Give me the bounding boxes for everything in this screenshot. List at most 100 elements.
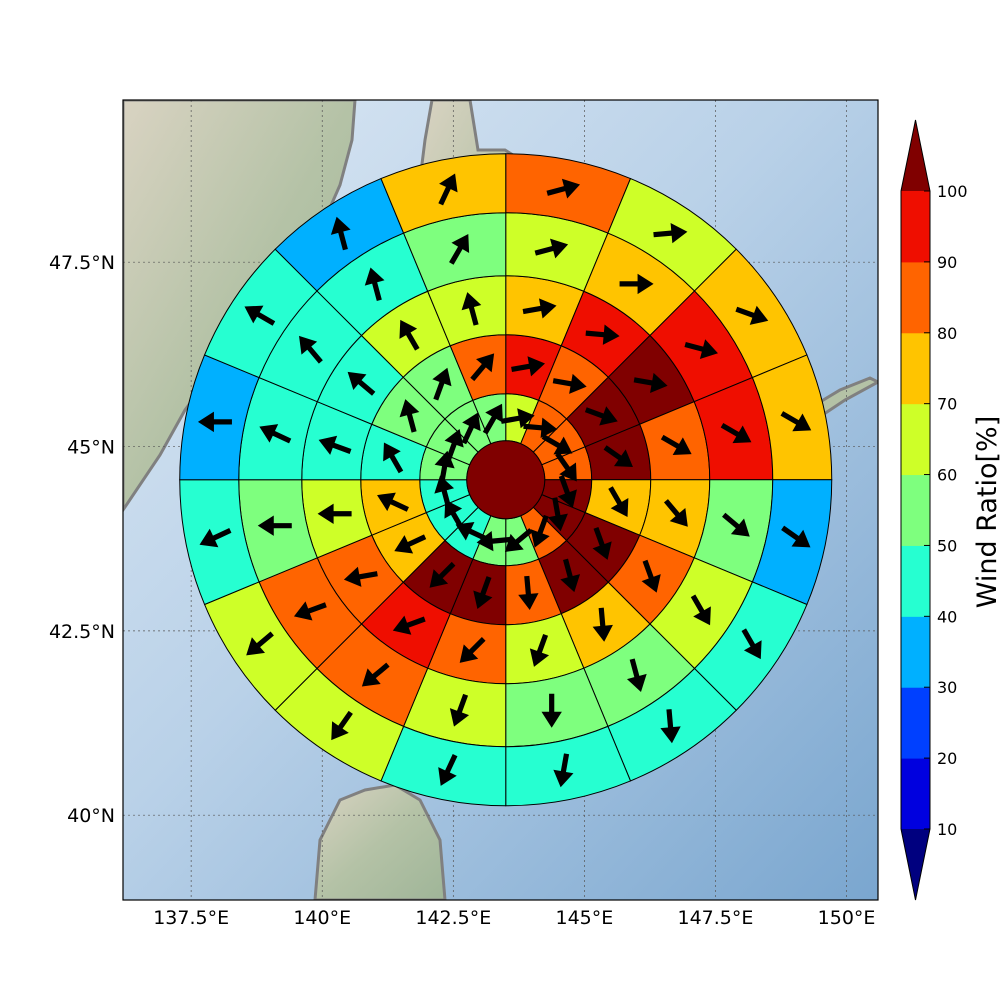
wind-arrow (444, 429, 464, 462)
colorbar-tick-label: 10 (937, 820, 957, 839)
lon-tick-label: 142.5°E (415, 907, 491, 929)
wind-arrow (449, 693, 470, 727)
wind-arrow (399, 399, 420, 433)
wind-arrow (482, 403, 503, 435)
wind-arrow (257, 515, 292, 536)
wind-arrow (684, 339, 718, 359)
colorbar-bin (901, 332, 930, 405)
wind-arrow (399, 319, 420, 351)
wind-arrow (690, 594, 711, 626)
wind-arrow (438, 754, 458, 786)
wind-arrow (429, 561, 456, 588)
wind-arrow (555, 452, 577, 482)
wind-arrow (619, 273, 654, 295)
longitude-axis: 137.5°E 140°E 142.5°E 145°E 147.5°E 150°E (153, 907, 875, 929)
wind-arrow (511, 356, 546, 377)
colorbar-tick-label: 60 (937, 466, 957, 485)
wind-arrow (197, 411, 232, 433)
colorbar-bin (901, 261, 930, 334)
center-cell (466, 440, 546, 520)
wind-arrow (741, 628, 762, 660)
colorbar-bin (901, 616, 930, 688)
wind-arrow (394, 534, 427, 554)
colorbar-tick-label: 90 (937, 253, 957, 272)
lon-tick-label: 137.5°E (153, 907, 229, 929)
wind-arrow (633, 372, 668, 393)
wind-arrow (461, 292, 482, 326)
wind-arrow (603, 445, 633, 467)
wind-arrow (504, 528, 533, 552)
wind-arrow (383, 442, 404, 474)
colorbar-bin (901, 474, 930, 546)
wind-arrow (470, 353, 495, 382)
wind-arrow (553, 753, 574, 788)
colorbar-bin (901, 545, 930, 617)
latitude-axis: 40°N 42.5°N 45°N 47.5°N (49, 252, 115, 827)
lat-tick-label: 45°N (67, 437, 115, 459)
wind-arrow (318, 435, 352, 455)
lon-tick-label: 147.5°E (678, 907, 754, 929)
wind-arrow (663, 499, 688, 527)
lat-tick-label: 42.5°N (49, 621, 115, 643)
wind-arrow (660, 434, 692, 456)
wind-arrow (547, 497, 568, 532)
wind-arrow (529, 634, 550, 667)
lon-tick-label: 140°E (293, 907, 351, 929)
wind-arrow (546, 178, 581, 199)
map-panel[interactable] (123, 100, 878, 900)
lat-tick-label: 40°N (67, 805, 115, 827)
wind-arrow (541, 434, 573, 455)
colorbar-tick-label: 20 (937, 749, 957, 768)
wind-arrow (780, 411, 812, 432)
wind-arrow (608, 486, 629, 517)
wind-arrow (592, 527, 612, 560)
colorbar-tick-label: 50 (937, 536, 957, 555)
wind-arrow (459, 637, 486, 663)
colorbar-bin (901, 758, 930, 830)
wind-arrow (293, 601, 327, 621)
wind-arrow (199, 528, 232, 548)
wind-arrow (343, 566, 378, 587)
wind-arrow (592, 607, 613, 642)
wind-arrow (432, 367, 452, 401)
wind-arrow (377, 492, 409, 512)
colorbar-bin (901, 191, 930, 263)
wind-ratio-sector-layer (179, 153, 833, 807)
wind-arrow (541, 693, 562, 728)
wind-arrow (317, 503, 352, 524)
wind-arrow (518, 575, 539, 610)
lat-tick-label: 47.5°N (49, 252, 115, 274)
wind-arrow (530, 514, 550, 548)
wind-arrow (347, 371, 376, 396)
wind-arrow (299, 335, 323, 364)
map-frame (122, 99, 879, 901)
wind-arrow (361, 662, 390, 687)
wind-arrow (720, 423, 752, 444)
wind-arrow (722, 512, 750, 537)
colorbar-title: Wind Ratio[%] (972, 416, 1000, 608)
colorbar-max-extension (901, 120, 930, 191)
wind-arrow (438, 173, 458, 206)
wind-arrow (473, 576, 493, 609)
wind-arrow (259, 424, 292, 444)
wind-arrow (626, 658, 647, 692)
colorbar-tick-label: 70 (937, 395, 957, 414)
colorbar (900, 119, 931, 901)
wind-arrow (392, 615, 426, 635)
colorbar-bin (901, 687, 930, 759)
wind-arrow (534, 238, 569, 259)
wind-arrow (331, 710, 353, 741)
colorbar-bin (901, 403, 930, 476)
wind-arrow (641, 559, 661, 593)
wind-arrow (735, 305, 769, 325)
wind-arrow (660, 709, 681, 744)
lon-tick-label: 145°E (555, 907, 613, 929)
wind-arrow (584, 406, 618, 426)
wind-arrow (244, 305, 276, 326)
colorbar-tick-label: 40 (937, 607, 957, 626)
lon-tick-label: 150°E (818, 907, 876, 929)
wind-arrow (449, 234, 470, 265)
colorbar-min-extension (901, 829, 930, 900)
wind-arrow (461, 412, 481, 445)
